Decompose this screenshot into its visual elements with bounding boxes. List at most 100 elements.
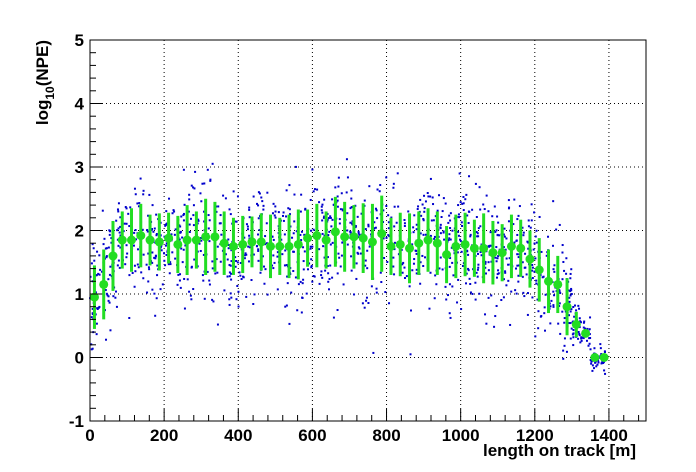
scatter-point	[96, 307, 99, 310]
scatter-point	[422, 219, 425, 222]
scatter-point	[401, 263, 404, 266]
scatter-point	[89, 275, 92, 278]
scatter-point	[449, 219, 452, 222]
scatter-point	[178, 238, 181, 241]
scatter-point	[540, 315, 543, 318]
scatter-point	[493, 205, 496, 208]
profile-point	[553, 279, 563, 289]
scatter-point	[337, 252, 340, 255]
scatter-point	[326, 265, 329, 268]
scatter-point	[530, 219, 533, 222]
scatter-point	[373, 227, 376, 230]
scatter-point	[95, 333, 98, 336]
scatter-point	[346, 176, 349, 179]
scatter-point	[380, 281, 383, 284]
profile-point	[506, 241, 516, 251]
scatter-point	[553, 264, 556, 267]
scatter-point	[301, 296, 304, 299]
y-axis-title-rest: (NPE)	[33, 40, 52, 86]
scatter-point	[92, 247, 95, 250]
y-tick-label: 1	[75, 285, 84, 304]
scatter-point	[134, 193, 137, 196]
scatter-point	[155, 213, 158, 216]
scatter-point	[429, 234, 432, 237]
scatter-point	[502, 296, 505, 299]
scatter-point	[266, 293, 269, 296]
scatter-point	[421, 254, 424, 257]
scatter-point	[570, 287, 573, 290]
scatter-point	[415, 249, 418, 252]
scatter-point	[439, 232, 442, 235]
scatter-point	[584, 327, 587, 330]
scatter-point	[272, 267, 275, 270]
scatter-point	[567, 314, 570, 317]
scatter-point	[494, 256, 497, 259]
scatter-point	[424, 233, 427, 236]
scatter-point	[153, 227, 156, 230]
tick-layer	[89, 39, 640, 422]
scatter-point	[95, 322, 98, 325]
scatter-point	[518, 205, 521, 208]
scatter-point	[326, 218, 329, 221]
scatter-point	[590, 360, 593, 363]
scatter-point	[243, 257, 246, 260]
scatter-point	[462, 209, 465, 212]
scatter-point	[188, 230, 191, 233]
scatter-point	[516, 253, 519, 256]
scatter-point	[494, 230, 497, 233]
scatter-point	[281, 253, 284, 256]
scatter-point	[170, 233, 173, 236]
scatter-point	[117, 259, 120, 262]
scatter-point	[595, 365, 598, 368]
scatter-point	[534, 257, 537, 260]
scatter-point	[384, 291, 387, 294]
scatter-point	[180, 247, 183, 250]
scatter-point	[292, 232, 295, 235]
scatter-point	[300, 239, 303, 242]
profile-point	[386, 241, 396, 251]
scatter-point	[419, 232, 422, 235]
scatter-point	[247, 245, 250, 248]
scatter-point	[326, 256, 329, 259]
scatter-point	[93, 259, 96, 262]
scatter-point	[163, 252, 166, 255]
x-tick-label: 1400	[590, 426, 628, 445]
scatter-point	[257, 259, 260, 262]
scatter-point	[228, 271, 231, 274]
scatter-point	[495, 260, 498, 263]
scatter-point	[419, 282, 422, 285]
scatter-point	[287, 207, 290, 210]
scatter-point	[117, 244, 120, 247]
scatter-point	[459, 238, 462, 241]
scatter-point	[257, 248, 260, 251]
scatter-point	[430, 219, 433, 222]
scatter-point	[507, 220, 510, 223]
scatter-point	[569, 310, 572, 313]
scatter-point	[258, 229, 261, 232]
scatter-point	[479, 208, 482, 211]
scatter-point	[517, 280, 520, 283]
scatter-point	[164, 244, 167, 247]
scatter-point	[561, 244, 564, 247]
scatter-point	[200, 200, 203, 203]
scatter-point	[199, 249, 202, 252]
scatter-point	[264, 235, 267, 238]
scatter-point	[105, 256, 108, 259]
scatter-point	[563, 317, 566, 320]
scatter-point	[487, 269, 490, 272]
scatter-point	[230, 260, 233, 263]
scatter-point	[312, 228, 315, 231]
scatter-point	[248, 206, 251, 209]
scatter-point	[124, 263, 127, 266]
scatter-point	[127, 212, 130, 215]
scatter-point	[578, 334, 581, 337]
scatter-point	[359, 252, 362, 255]
scatter-point	[228, 298, 231, 301]
scatter-point	[448, 312, 451, 315]
scatter-point	[467, 253, 470, 256]
scatter-point	[420, 214, 423, 217]
scatter-point	[133, 264, 136, 267]
scatter-point	[357, 232, 360, 235]
scatter-point	[387, 227, 390, 230]
scatter-point	[182, 214, 185, 217]
